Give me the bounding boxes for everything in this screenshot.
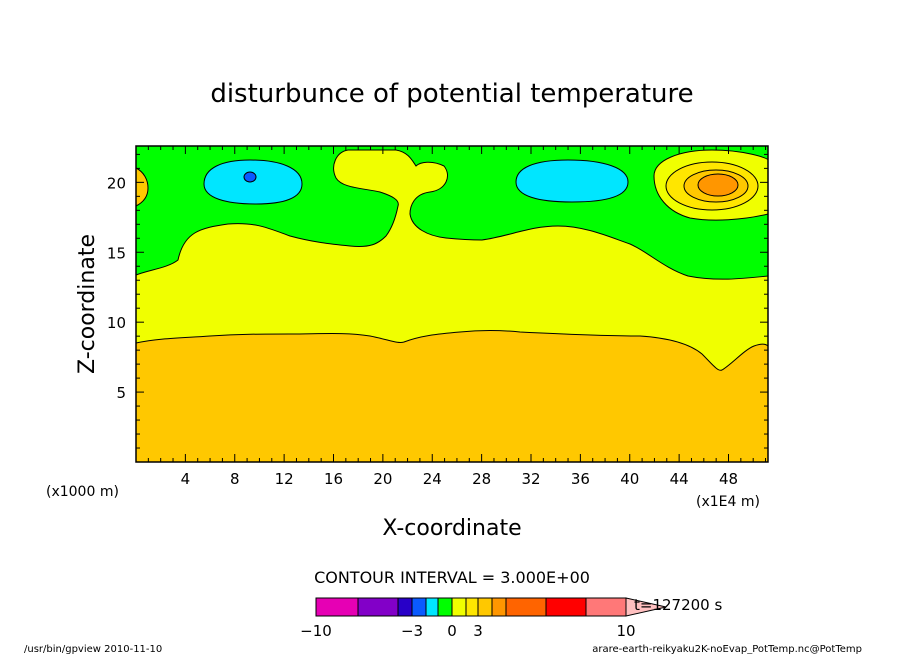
x-tick-label: 32 — [521, 470, 540, 488]
colorbar: −10 −3 0 3 10 — [300, 597, 667, 640]
colorbar-swatch — [437, 597, 453, 617]
colorbar-swatch — [491, 597, 507, 617]
plot-frame — [135, 145, 769, 463]
colorbar-swatch — [411, 597, 427, 617]
y-tick-label: 20 — [107, 174, 126, 192]
colorbar-tick-label: 3 — [473, 622, 483, 640]
cyan-cell-right — [515, 159, 629, 203]
contour-interval-text: CONTOUR INTERVAL = 3.000E+00 — [314, 568, 590, 587]
time-label: t=127200 s — [634, 596, 722, 614]
chart-title: disturbunce of potential temperature — [210, 79, 693, 109]
orange-layer — [135, 330, 769, 463]
x-tick-label: 4 — [181, 470, 191, 488]
x-tick-label: 40 — [620, 470, 639, 488]
colorbar-tick-label: −10 — [300, 622, 332, 640]
x-unit-right: (x1E4 m) — [696, 494, 760, 510]
x-unit-left: (x1000 m) — [46, 484, 119, 500]
y-tick-label: 5 — [116, 384, 126, 402]
plot-area — [135, 145, 769, 463]
y-axis: 5 10 15 20 — [107, 153, 768, 449]
colorbar-swatch — [465, 597, 479, 617]
y-tick-label: 15 — [107, 244, 126, 262]
x-tick-label: 24 — [423, 470, 442, 488]
x-tick-label: 8 — [230, 470, 240, 488]
colorbar-swatch — [357, 597, 399, 617]
colorbar-arrow — [625, 597, 667, 617]
colorbar-swatch — [585, 597, 627, 617]
cyan-cell-left — [203, 159, 303, 205]
x-tick-label: 16 — [324, 470, 343, 488]
x-tick-label: 20 — [373, 470, 392, 488]
colorbar-tick-label: 10 — [616, 622, 635, 640]
colorbar-swatch — [545, 597, 587, 617]
colorbar-swatch — [451, 597, 467, 617]
x-axis: 4 8 12 16 20 24 28 32 36 40 44 48 — [147, 146, 767, 488]
colorbar-swatch — [477, 597, 493, 617]
colorbar-tick-label: −3 — [401, 622, 423, 640]
blue-core-left — [243, 171, 257, 183]
x-tick-label: 12 — [275, 470, 294, 488]
x-tick-label: 36 — [571, 470, 590, 488]
x-axis-label: X-coordinate — [382, 516, 521, 541]
colorbar-swatch — [315, 597, 359, 617]
orange-core-right — [697, 173, 739, 197]
colorbar-swatch — [505, 597, 547, 617]
x-tick-label: 44 — [670, 470, 689, 488]
colorbar-swatch — [425, 597, 439, 617]
footer-left: /usr/bin/gpview 2010-11-10 — [24, 644, 162, 654]
x-tick-label: 48 — [719, 470, 738, 488]
colorbar-tick-label: 0 — [447, 622, 457, 640]
y-axis-label: Z-coordinate — [75, 234, 100, 374]
y-tick-label: 10 — [107, 314, 126, 332]
x-tick-label: 28 — [472, 470, 491, 488]
colorbar-swatch — [397, 597, 413, 617]
footer-right: arare-earth-reikyaku2K-noEvap_PotTemp.nc… — [592, 644, 862, 654]
